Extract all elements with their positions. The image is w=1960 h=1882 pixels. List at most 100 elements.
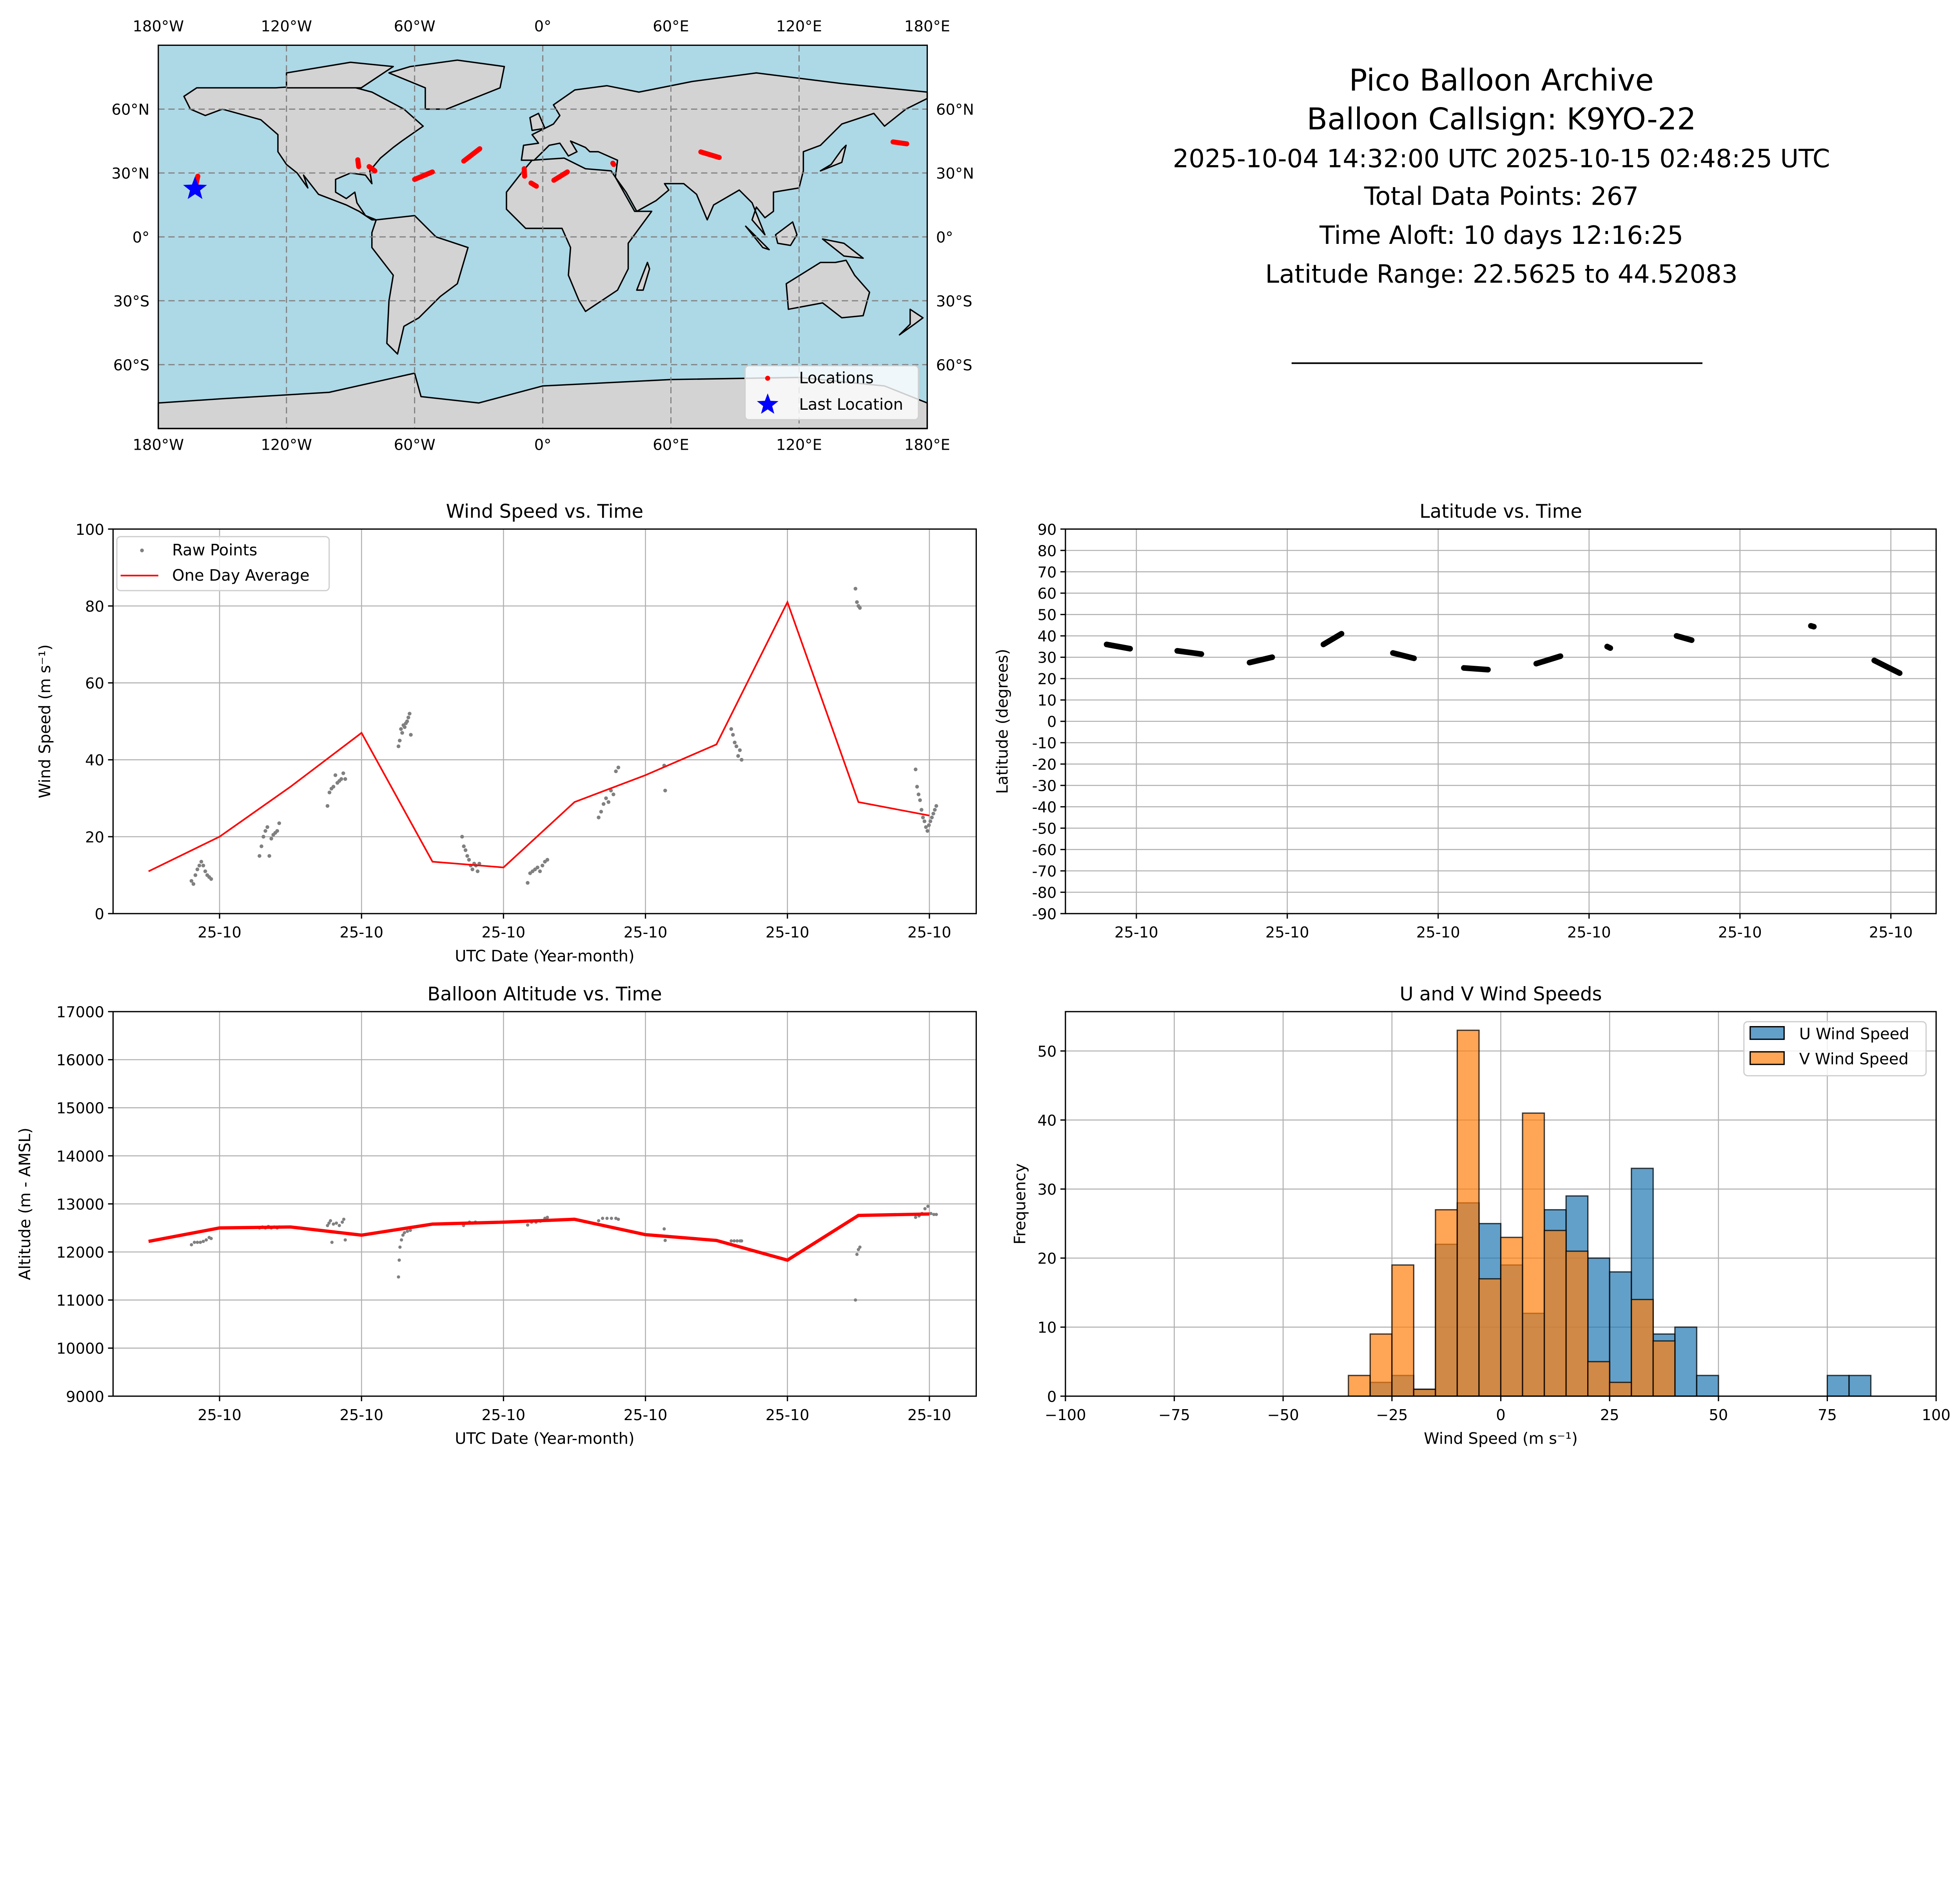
x-axis-label: UTC Date (Year-month) — [455, 1430, 634, 1448]
v-wind-bar — [1587, 1361, 1610, 1397]
y-tick-label: -80 — [1032, 884, 1057, 902]
raw-point — [209, 1237, 213, 1240]
lon-tick-label-bottom: 0° — [534, 436, 552, 454]
axes-frame — [1065, 1011, 1937, 1397]
lat-tick-label-left: 60°S — [113, 356, 150, 374]
y-tick-label: 13000 — [56, 1196, 104, 1213]
raw-point — [475, 869, 480, 874]
landmass — [371, 215, 469, 355]
location-track — [698, 149, 722, 160]
y-tick-label: 40 — [85, 752, 104, 769]
u-wind-bar — [1826, 1375, 1850, 1397]
landmass — [636, 262, 650, 291]
y-tick-label: 16000 — [56, 1052, 104, 1069]
last-location-star-icon — [183, 176, 207, 199]
v-wind-bar — [1369, 1333, 1393, 1397]
raw-point — [606, 800, 611, 804]
landmass — [822, 238, 864, 259]
lon-tick-label-bottom: 60°E — [653, 436, 689, 454]
y-tick-label: -50 — [1032, 820, 1057, 838]
raw-point — [258, 854, 261, 858]
x-tick-label: 25-10 — [907, 1406, 951, 1424]
raw-point — [924, 825, 928, 829]
location-track — [412, 169, 435, 182]
raw-point — [275, 829, 279, 833]
x-tick-label: 25-10 — [339, 1406, 383, 1424]
u-wind-swatch-icon — [1749, 1026, 1785, 1040]
location-track — [890, 139, 909, 147]
axes-frame — [1065, 528, 1937, 914]
landmass — [521, 72, 928, 236]
latitude-segment — [1174, 648, 1204, 657]
raw-point — [926, 1204, 930, 1208]
raw-point — [325, 804, 330, 808]
legend-label: Locations — [799, 369, 873, 387]
raw-point — [331, 785, 336, 789]
y-tick-label: 50 — [1038, 1043, 1057, 1061]
raw-point — [740, 1239, 743, 1243]
y-tick-label: 80 — [1038, 542, 1057, 560]
raw-point — [400, 731, 404, 735]
raw-point — [397, 1275, 400, 1279]
raw-point — [338, 1224, 341, 1227]
location-track — [528, 180, 539, 189]
raw-point — [545, 858, 550, 862]
raw-point — [399, 727, 403, 731]
raw-point — [736, 754, 740, 758]
lat-tick-label-left: 0° — [132, 229, 150, 247]
raw-point — [599, 810, 603, 814]
raw-point — [853, 587, 858, 591]
raw-point — [189, 879, 194, 883]
x-tick-label: 25-10 — [1265, 924, 1309, 941]
locations-marker-icon — [765, 376, 770, 381]
lon-tick-label-bottom: 180°E — [904, 436, 950, 454]
raw-point — [609, 788, 613, 793]
v-wind-bar — [1478, 1278, 1502, 1397]
x-tick-label: 25 — [1600, 1406, 1619, 1424]
raw-point — [526, 881, 530, 885]
raw-point — [399, 1238, 403, 1242]
y-tick-label: 0 — [1047, 1388, 1056, 1406]
y-tick-label: 15000 — [56, 1100, 104, 1117]
latitude-segment — [1808, 623, 1817, 630]
y-tick-label: 14000 — [56, 1148, 104, 1165]
raw-point — [535, 865, 539, 870]
raw-point — [857, 1248, 860, 1252]
lon-tick-label-top: 120°E — [776, 18, 822, 35]
raw-point — [408, 1228, 412, 1232]
wind-legend: Raw Points One Day Average — [116, 536, 330, 592]
lon-tick-label-top: 0° — [534, 18, 552, 35]
raw-point — [927, 823, 931, 827]
raw-point — [326, 1224, 329, 1227]
raw-point — [327, 790, 332, 794]
raw-point — [401, 1233, 405, 1237]
landmass — [898, 309, 924, 336]
raw-point — [405, 719, 409, 723]
y-tick-label: 30 — [1038, 649, 1057, 667]
y-tick-label: 20 — [1038, 670, 1057, 688]
raw-point — [406, 716, 410, 719]
location-track — [367, 164, 377, 174]
raw-point — [612, 792, 615, 796]
raw-point — [198, 1241, 202, 1244]
x-tick-label: 25-10 — [1416, 924, 1460, 941]
lat-tick-label-right: 30°S — [936, 293, 973, 311]
x-tick-label: 25-10 — [624, 1406, 668, 1424]
lat-tick-label-right: 60°S — [936, 356, 973, 374]
raw-point — [330, 1241, 334, 1244]
y-tick-label: 40 — [1038, 1112, 1057, 1130]
v-wind-bar — [1609, 1382, 1632, 1397]
raw-point — [267, 854, 271, 858]
histogram-legend: U Wind Speed V Wind Speed — [1743, 1021, 1927, 1077]
lon-tick-label-top: 180°E — [904, 18, 950, 35]
lon-tick-label-top: 120°W — [261, 18, 312, 35]
axes-frame — [112, 1011, 977, 1397]
v-wind-bar — [1456, 1030, 1480, 1397]
x-tick-label: −25 — [1376, 1406, 1408, 1424]
raw-point — [739, 758, 744, 762]
raw-point — [616, 765, 621, 770]
map-legend: Locations Last Location — [744, 365, 919, 421]
raw-points-marker-icon — [140, 549, 144, 552]
lat-tick-label-right: 30°N — [936, 165, 974, 183]
raw-point — [597, 1219, 601, 1223]
